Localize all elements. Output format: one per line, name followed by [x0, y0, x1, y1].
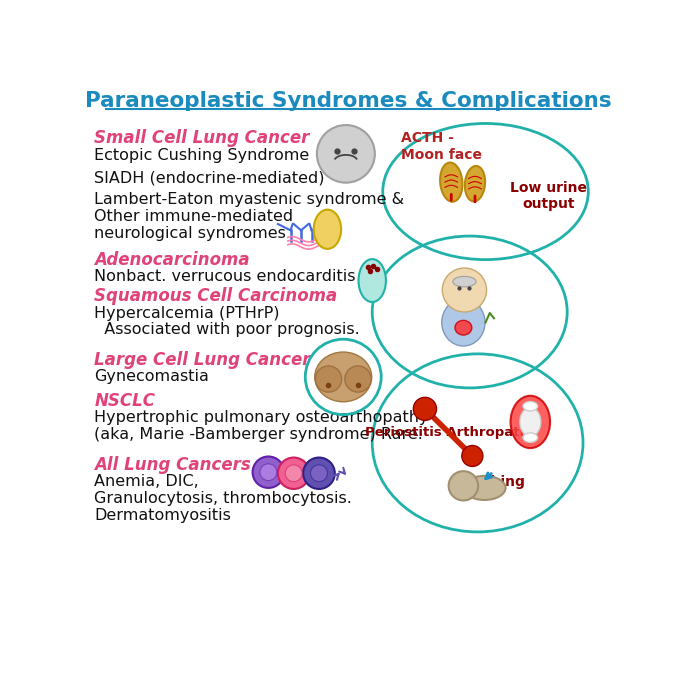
Circle shape [345, 366, 371, 392]
Text: Low urine
output: Low urine output [510, 181, 588, 211]
Text: Large Cell Lung Cancer: Large Cell Lung Cancer [95, 351, 311, 369]
Text: Other immune-mediated: Other immune-mediated [95, 209, 294, 224]
Ellipse shape [520, 407, 541, 437]
Circle shape [286, 465, 302, 481]
Text: Hypercalcemia (PTHrP): Hypercalcemia (PTHrP) [95, 305, 280, 320]
Text: Clubbing: Clubbing [456, 475, 525, 489]
Text: SIADH (endocrine-mediated): SIADH (endocrine-mediated) [95, 171, 325, 186]
Circle shape [442, 268, 487, 312]
Circle shape [303, 458, 335, 489]
Text: All Lung Cancers: All Lung Cancers [95, 456, 251, 474]
Ellipse shape [463, 476, 505, 500]
Circle shape [317, 125, 375, 183]
Circle shape [252, 456, 284, 488]
Text: Periostitis Arthropathy: Periostitis Arthropathy [365, 426, 537, 439]
Circle shape [260, 464, 277, 481]
Text: Associated with poor prognosis.: Associated with poor prognosis. [95, 322, 360, 337]
Ellipse shape [313, 209, 341, 249]
Text: Paraneoplastic Syndromes & Complications: Paraneoplastic Syndromes & Complications [85, 92, 612, 112]
Text: Nonbact. verrucous endocarditis: Nonbact. verrucous endocarditis [95, 269, 356, 284]
Circle shape [449, 471, 478, 500]
Text: NSCLC: NSCLC [95, 392, 156, 410]
Text: Ectopic Cushing Syndrome: Ectopic Cushing Syndrome [95, 148, 309, 163]
Text: Anemia, DIC,: Anemia, DIC, [95, 474, 199, 489]
Ellipse shape [465, 166, 485, 201]
Circle shape [462, 445, 483, 466]
Text: Hypertrophic pulmonary osteoarthopathy: Hypertrophic pulmonary osteoarthopathy [95, 410, 429, 425]
Ellipse shape [442, 299, 485, 346]
Ellipse shape [315, 352, 372, 402]
Text: Lambert-Eaton myastenic syndrome &: Lambert-Eaton myastenic syndrome & [95, 192, 405, 207]
Circle shape [278, 458, 309, 489]
Ellipse shape [455, 320, 472, 335]
Circle shape [311, 465, 328, 481]
Circle shape [316, 366, 341, 392]
Ellipse shape [523, 433, 538, 443]
Text: ACTH -
Moon face: ACTH - Moon face [401, 131, 482, 162]
Text: (aka, Marie -Bamberger syndrome) Rare.: (aka, Marie -Bamberger syndrome) Rare. [95, 427, 424, 442]
Text: Gynecomastia: Gynecomastia [95, 369, 209, 384]
Ellipse shape [358, 259, 386, 302]
Ellipse shape [523, 401, 538, 411]
Ellipse shape [440, 163, 462, 202]
Text: neurological syndromes: neurological syndromes [95, 226, 286, 241]
Text: Small Cell Lung Cancer: Small Cell Lung Cancer [95, 129, 310, 147]
Text: Adenocarcinoma: Adenocarcinoma [95, 251, 250, 269]
Text: Squamous Cell Carcinoma: Squamous Cell Carcinoma [95, 287, 338, 305]
Text: Dermatomyositis: Dermatomyositis [95, 508, 231, 523]
Circle shape [413, 397, 437, 420]
Ellipse shape [453, 276, 476, 287]
Ellipse shape [511, 396, 550, 448]
Text: Granulocytosis, thrombocytosis.: Granulocytosis, thrombocytosis. [95, 491, 352, 506]
